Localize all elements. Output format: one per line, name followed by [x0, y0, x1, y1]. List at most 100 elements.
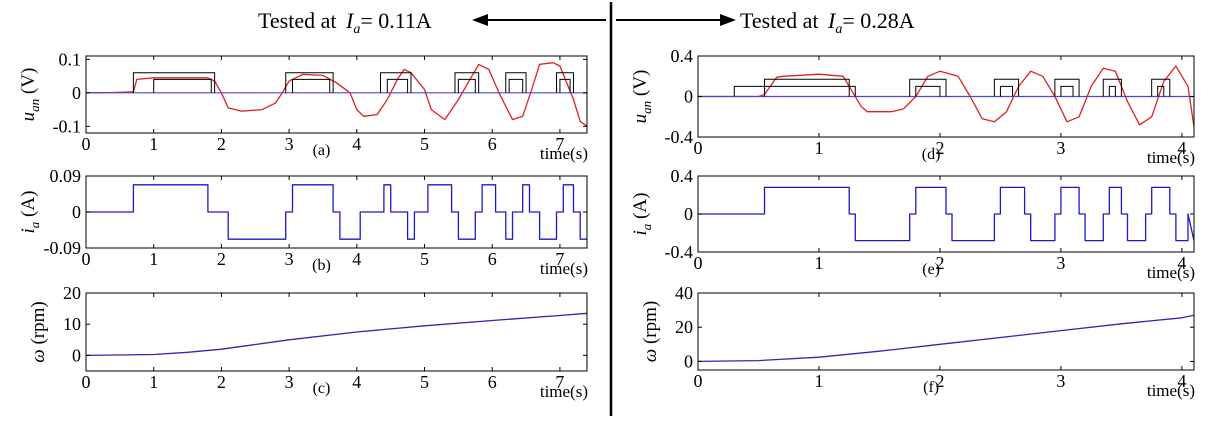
axes-box [85, 292, 588, 372]
y-axis-symbol: ω [640, 349, 661, 362]
current-series-line [698, 186, 1194, 242]
y-tick-label: 0.4 [671, 166, 694, 186]
plot-area-d [698, 65, 1194, 127]
y-axis-symbol: ω [28, 349, 49, 362]
reference-pulse [556, 72, 574, 93]
y-axis-unit: (V) [630, 70, 651, 101]
x-tick-label: 0 [694, 371, 703, 391]
y-tick-label: 40 [675, 283, 693, 303]
left-test-condition: Tested at Ia= 0.11A [258, 8, 432, 37]
y-axis-label: uan (V) [630, 70, 654, 124]
x-tick-label: 3 [1056, 371, 1065, 391]
reference-pulse [454, 72, 480, 93]
x-tick-label: 2 [935, 253, 944, 273]
x-axis-label: time(s) [540, 144, 588, 163]
x-tick-label: 2 [217, 372, 226, 392]
x-tick-label: 3 [285, 372, 294, 392]
axes-box [85, 55, 588, 134]
x-axis-label: time(s) [540, 382, 588, 401]
y-axis-unit: (rpm) [640, 301, 661, 349]
y-axis-symbol: u [630, 114, 651, 124]
panel-label: (f) [923, 379, 939, 396]
reference-pulse [999, 85, 1014, 97]
y-tick-label: 0 [684, 351, 693, 371]
x-tick-label: 4 [1177, 371, 1186, 391]
x-tick-label: 1 [814, 253, 823, 273]
reference-pulse [386, 78, 409, 93]
y-tick-label: -0.4 [665, 242, 694, 262]
arrow-left-head [472, 14, 488, 26]
y-tick-label: 0.4 [671, 46, 694, 66]
x-tick-label: 5 [420, 134, 429, 154]
x-tick-label: 6 [488, 372, 497, 392]
y-axis-unit: (A) [630, 193, 651, 224]
voltage-series-line [698, 65, 1194, 127]
reference-pulse [153, 78, 212, 93]
x-tick-label: 2 [217, 249, 226, 269]
reference-pulse [505, 72, 527, 93]
x-tick-label: 3 [285, 134, 294, 154]
reference-pulse [915, 85, 941, 97]
panel-label: (b) [312, 257, 331, 274]
reference-pulse [132, 72, 216, 93]
x-tick-label: 1 [814, 138, 823, 158]
x-tick-label: 2 [935, 138, 944, 158]
axes-box [697, 292, 1195, 371]
reference-pulse [909, 78, 947, 97]
y-axis-symbol: i [630, 230, 651, 235]
speed-series-line [86, 312, 587, 357]
x-tick-label: 0 [694, 253, 703, 273]
plot-area-c [86, 312, 587, 357]
reference-pulse [285, 72, 334, 93]
panel-label: (e) [922, 261, 940, 278]
plot-area-f [698, 314, 1194, 363]
reference-pulse [1060, 85, 1074, 97]
reference-pulse [380, 72, 412, 93]
right-test-condition: Tested at Ia= 0.28A [740, 8, 915, 37]
reference-pulse [457, 78, 476, 93]
y-axis-subscript: an [639, 101, 654, 114]
y-axis-unit: (V) [18, 68, 39, 99]
x-tick-label: 2 [217, 134, 226, 154]
x-tick-label: 7 [555, 134, 564, 154]
x-tick-label: 7 [555, 372, 564, 392]
y-tick-label: 0 [684, 204, 693, 224]
y-axis-subscript: a [639, 223, 654, 230]
x-tick-label: 0 [82, 134, 91, 154]
y-axis-label: ia (A) [630, 193, 654, 236]
y-axis-symbol: u [18, 112, 39, 122]
y-axis-subscript: a [27, 221, 42, 228]
y-tick-label: -0.4 [665, 127, 694, 147]
current-series-line [86, 184, 587, 240]
x-axis-label: time(s) [540, 259, 588, 278]
plot-area-a [86, 62, 587, 127]
reference-pulse [993, 78, 1020, 97]
x-tick-label: 0 [694, 138, 703, 158]
y-tick-label: 0 [684, 87, 693, 107]
y-tick-label: 20 [675, 317, 693, 337]
x-tick-label: 1 [149, 249, 158, 269]
y-axis-subscript: an [27, 99, 42, 112]
reference-pulse [1157, 85, 1165, 97]
reference-pulse [559, 78, 571, 93]
x-tick-label: 2 [935, 371, 944, 391]
y-axis-symbol: i [18, 228, 39, 233]
reference-pulse [1102, 78, 1122, 97]
x-tick-label: 3 [1056, 138, 1065, 158]
y-tick-label: 10 [63, 314, 81, 334]
y-tick-label: 20 [63, 283, 81, 303]
reference-pulse [1054, 78, 1080, 97]
x-tick-label: 1 [149, 134, 158, 154]
x-tick-label: 4 [352, 134, 361, 154]
x-tick-label: 3 [1056, 253, 1065, 273]
x-tick-label: 6 [488, 249, 497, 269]
x-tick-label: 7 [555, 249, 564, 269]
y-tick-label: 0 [72, 202, 81, 222]
x-axis-label: time(s) [1147, 148, 1195, 167]
